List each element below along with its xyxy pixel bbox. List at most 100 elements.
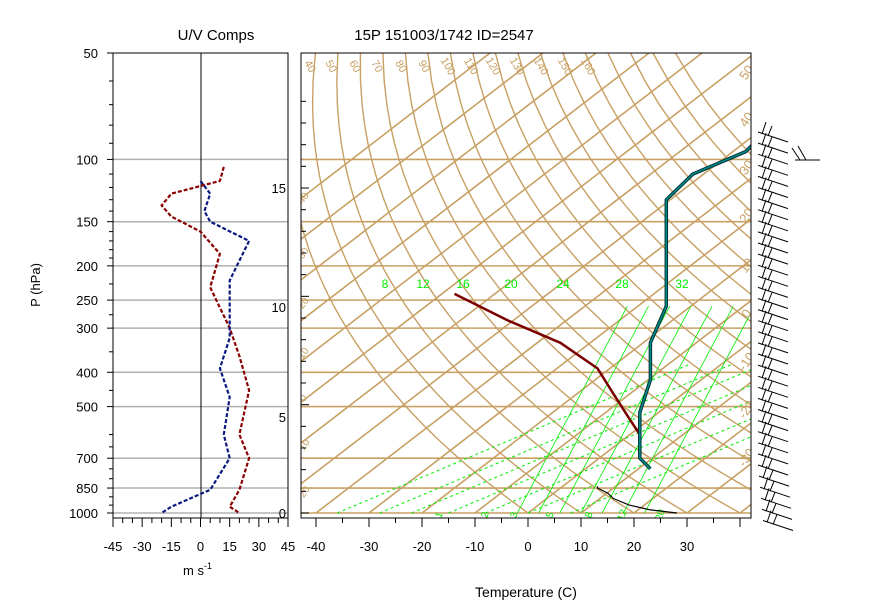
wind-barb-shaft [757,153,789,165]
isotherm-10 [580,381,751,514]
wind-barb-shaft [757,453,789,465]
uv-line-v [161,180,251,514]
mixing-ratio-lines [337,305,751,514]
moist-adiabat-label-right--10: -10 [735,349,758,373]
pressure-tick-label-200: 200 [76,259,98,274]
temperature-tick-label-20: 20 [627,539,641,554]
wind-barb [757,277,789,298]
pressure-tick-label-250: 250 [76,293,98,308]
wind-barb-feather [767,170,773,181]
wind-tick-label--45: -45 [104,539,123,554]
wind-barb [757,266,789,287]
wind-barb-feather [767,347,773,359]
wind-barb [762,510,794,531]
wind-barb-feather [761,255,767,268]
isotherm-50 [793,53,887,513]
wind-barb-shaft [759,486,791,498]
wind-barb-feather [761,343,767,357]
moist-adiabat-label-left-10: 10 [296,345,312,361]
wind-barb-feather [761,332,767,346]
wind-barb-feather [767,214,773,225]
wind-barb-feather [767,292,773,303]
wind-barb-shaft [757,309,789,321]
wind-barb-feather [761,310,767,323]
isotherm-0 [527,340,751,514]
isotherm--20 [421,258,751,514]
isotherm--80 [301,53,703,363]
dry-adiabat-40 [382,53,741,514]
sounding-line-temperature [596,486,677,514]
pressure-tick-label-50: 50 [84,46,98,61]
wind-barb-feather [767,358,773,370]
wind-barb-shaft [757,209,789,221]
moist-adiabat-label-left-40: 40 [296,190,312,206]
wind-tick-label-0: 0 [197,539,204,554]
wind-barb-feather [767,192,773,203]
moist-adiabat-label-left-20: 20 [296,295,312,311]
wind-barb-shaft [757,275,789,287]
isotherm--60 [301,95,751,445]
uv-series [160,166,251,514]
wind-barb-shaft [758,475,790,487]
mixing-ratio-label-24: 24 [556,277,570,291]
wind-barb [757,343,789,365]
wind-barb-shaft [757,431,789,443]
mixing-ratio-label-8: 8 [382,277,389,291]
wind-barb-feather [761,388,767,401]
wind-barb [761,499,793,520]
moist-line-8 [411,369,751,514]
wind-barb-feather [761,421,767,434]
mixing-ratio-bottom-label-12: 12 [616,508,630,523]
wind-barb-feather [761,188,767,201]
dry-adiabat-label-50: 50 [322,58,339,75]
wind-barb-feather [767,325,773,336]
wind-barb [757,421,789,443]
wind-barb-shaft [760,497,792,509]
wind-barb-feather [767,370,773,381]
moist-adiabat-label-right-50: 50 [736,62,757,82]
height-tick-label-0: 0 [279,506,286,521]
pressure-tick-label-1000: 1000 [69,506,98,521]
dry-adiabat-60 [427,53,751,463]
wind-barb-feather [767,436,773,447]
height-tick-label-10: 10 [272,300,286,315]
wind-barb-shaft [757,364,789,376]
mixing-ratio-label-28: 28 [615,277,629,291]
wind-barb-feather [767,381,773,392]
wind-barb-feather [767,414,773,425]
wind-axis: -45 -30 -15 0 15 30 45 [104,518,295,554]
wind-barb-feather [767,314,773,325]
wind-barb-feather [761,443,767,457]
wind-barb-shaft [762,520,794,531]
wind-barb-feather [771,503,777,514]
mixing-ratio-bottom-label-3: 3 [509,510,521,519]
wind-barb-feather [761,210,767,223]
moist-line-2 [379,363,732,514]
mixing-ratio-label-12: 12 [416,277,430,291]
wind-barb-feather [761,155,767,168]
wind-barb-feather [767,447,773,459]
wind-barb-feather [767,270,773,281]
wind-barb-feather [767,148,773,159]
wind-barb-feather [761,144,767,157]
wind-barb-feather [761,132,767,146]
wind-barb-feather [767,259,773,270]
wind-barb-shaft [757,353,789,365]
wind-barb-feather [767,425,773,436]
wind-barb [757,321,789,343]
wind-barb-shaft [757,342,789,354]
wind-barb [757,432,789,454]
dry-adiabat-20 [336,53,635,514]
isobars-isotherms-adiabats [301,53,887,514]
moist-adiabat-label-left--10: -10 [295,437,313,456]
sounding-line-parcel [453,292,641,436]
wind-barb-shaft [757,442,789,454]
wind-barb-feather [761,432,767,445]
wind-barb-shaft [757,175,789,187]
dry-adiabat-70 [449,53,751,434]
wind-barb-shaft [757,142,789,154]
temperature-tick-label-0: 0 [524,539,531,554]
wind-barb-feather [761,288,767,301]
wind-barb-feather [767,225,773,237]
pressure-tick-label-400: 400 [76,365,98,380]
